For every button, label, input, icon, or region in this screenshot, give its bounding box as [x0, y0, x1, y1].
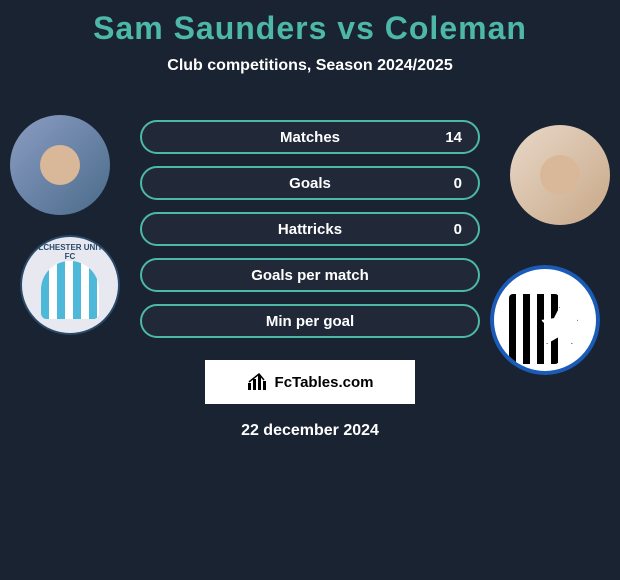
stat-row-matches: Matches 14: [140, 120, 480, 154]
stat-row-goals-per-match: Goals per match: [140, 258, 480, 292]
stat-row-goals: Goals 0: [140, 166, 480, 200]
chart-icon: [247, 373, 269, 391]
player-left-avatar: [10, 115, 110, 215]
stat-value: 0: [454, 175, 462, 192]
stat-value: 0: [454, 221, 462, 238]
stat-row-min-per-goal: Min per goal: [140, 304, 480, 338]
player-left-photo: [10, 115, 110, 215]
stat-label: Matches: [280, 129, 340, 146]
player-right-photo: [510, 125, 610, 225]
club-left-badge: COLCHESTER UNITED FC: [20, 235, 120, 335]
date-text: 22 december 2024: [0, 422, 620, 440]
stat-label: Goals per match: [251, 267, 369, 284]
page-title: Sam Saunders vs Coleman: [0, 0, 620, 47]
brand-text: FcTables.com: [275, 374, 374, 391]
subtitle: Club competitions, Season 2024/2025: [0, 57, 620, 75]
content: COLCHESTER UNITED FC Matches 14 Goals 0 …: [0, 105, 620, 440]
brand-box: FcTables.com: [205, 360, 415, 404]
stat-label: Hattricks: [278, 221, 342, 238]
stat-label: Goals: [289, 175, 331, 192]
stat-label: Min per goal: [266, 313, 354, 330]
stat-value: 14: [445, 129, 462, 146]
club-right-badge: [490, 265, 600, 375]
club-left-badge-text: COLCHESTER UNITED FC: [22, 243, 118, 261]
player-right-avatar: [510, 125, 610, 225]
stat-row-hattricks: Hattricks 0: [140, 212, 480, 246]
stats-list: Matches 14 Goals 0 Hattricks 0 Goals per…: [140, 105, 480, 338]
